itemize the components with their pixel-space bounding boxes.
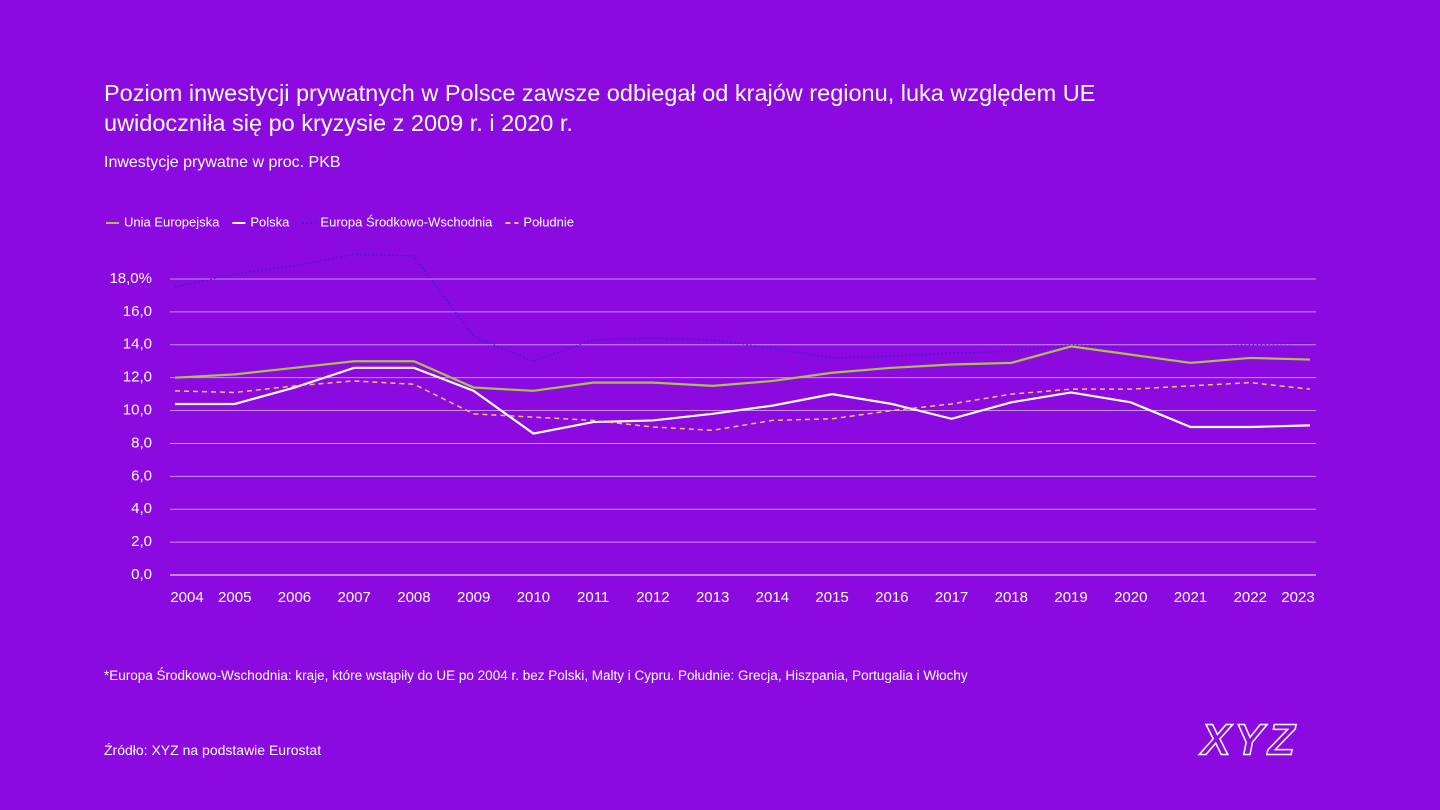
- series-line: [174, 380, 1311, 432]
- x-tick-label: 2007: [338, 589, 371, 606]
- footnote: *Europa Środkowo-Wschodnia: kraje, które…: [104, 668, 968, 683]
- x-tick-label: 2016: [875, 589, 908, 606]
- x-tick-label: 2008: [397, 589, 430, 606]
- x-tick-label: 2015: [815, 589, 848, 606]
- y-tick-label: 6,0: [131, 467, 152, 484]
- x-tick-label: 2006: [278, 589, 311, 606]
- x-tick-label: 2013: [696, 589, 729, 606]
- y-tick-label: 14,0: [123, 336, 152, 353]
- x-tick-label: 2005: [218, 589, 251, 606]
- x-tick-label: 2023: [1281, 589, 1314, 606]
- y-tick-label: 16,0: [123, 303, 152, 320]
- series-line: [175, 366, 1311, 435]
- legend-label: Europa Środkowo-Wschodnia: [320, 214, 493, 229]
- x-tick-label: 2004: [170, 589, 203, 606]
- y-tick-label: 18,0%: [109, 270, 152, 287]
- y-tick-label: 2,0: [131, 533, 152, 550]
- source: Źródło: XYZ na podstawie Eurostat: [104, 742, 322, 758]
- x-tick-label: 2018: [995, 589, 1028, 606]
- y-tick-label: 4,0: [131, 500, 152, 517]
- y-tick-label: 0,0: [131, 566, 152, 583]
- y-tick-label: 10,0: [123, 402, 152, 419]
- series-line: [174, 253, 1311, 362]
- x-tick-label: 2009: [457, 589, 490, 606]
- x-tick-label: 2011: [577, 589, 609, 606]
- legend-label: Południe: [523, 214, 574, 229]
- x-tick-label: 2019: [1054, 589, 1087, 606]
- logo: XYZ: [1198, 716, 1299, 765]
- x-tick-label: 2020: [1114, 589, 1147, 606]
- x-tick-label: 2021: [1174, 589, 1207, 606]
- x-tick-label: 2010: [517, 589, 550, 606]
- x-tick-label: 2012: [636, 589, 669, 606]
- y-tick-label: 12,0: [123, 369, 152, 386]
- series-line: [174, 345, 1311, 392]
- legend-label: Unia Europejska: [124, 214, 220, 229]
- chart-subtitle: Inwestycje prywatne w proc. PKB: [104, 154, 341, 171]
- legend-label: Polska: [250, 214, 290, 229]
- chart-title: Poziom inwestycji prywatnych w Polsce za…: [104, 80, 1096, 136]
- x-tick-label: 2017: [935, 589, 968, 606]
- y-tick-label: 8,0: [131, 434, 152, 451]
- x-tick-label: 2022: [1234, 589, 1267, 606]
- x-tick-label: 2014: [756, 589, 789, 606]
